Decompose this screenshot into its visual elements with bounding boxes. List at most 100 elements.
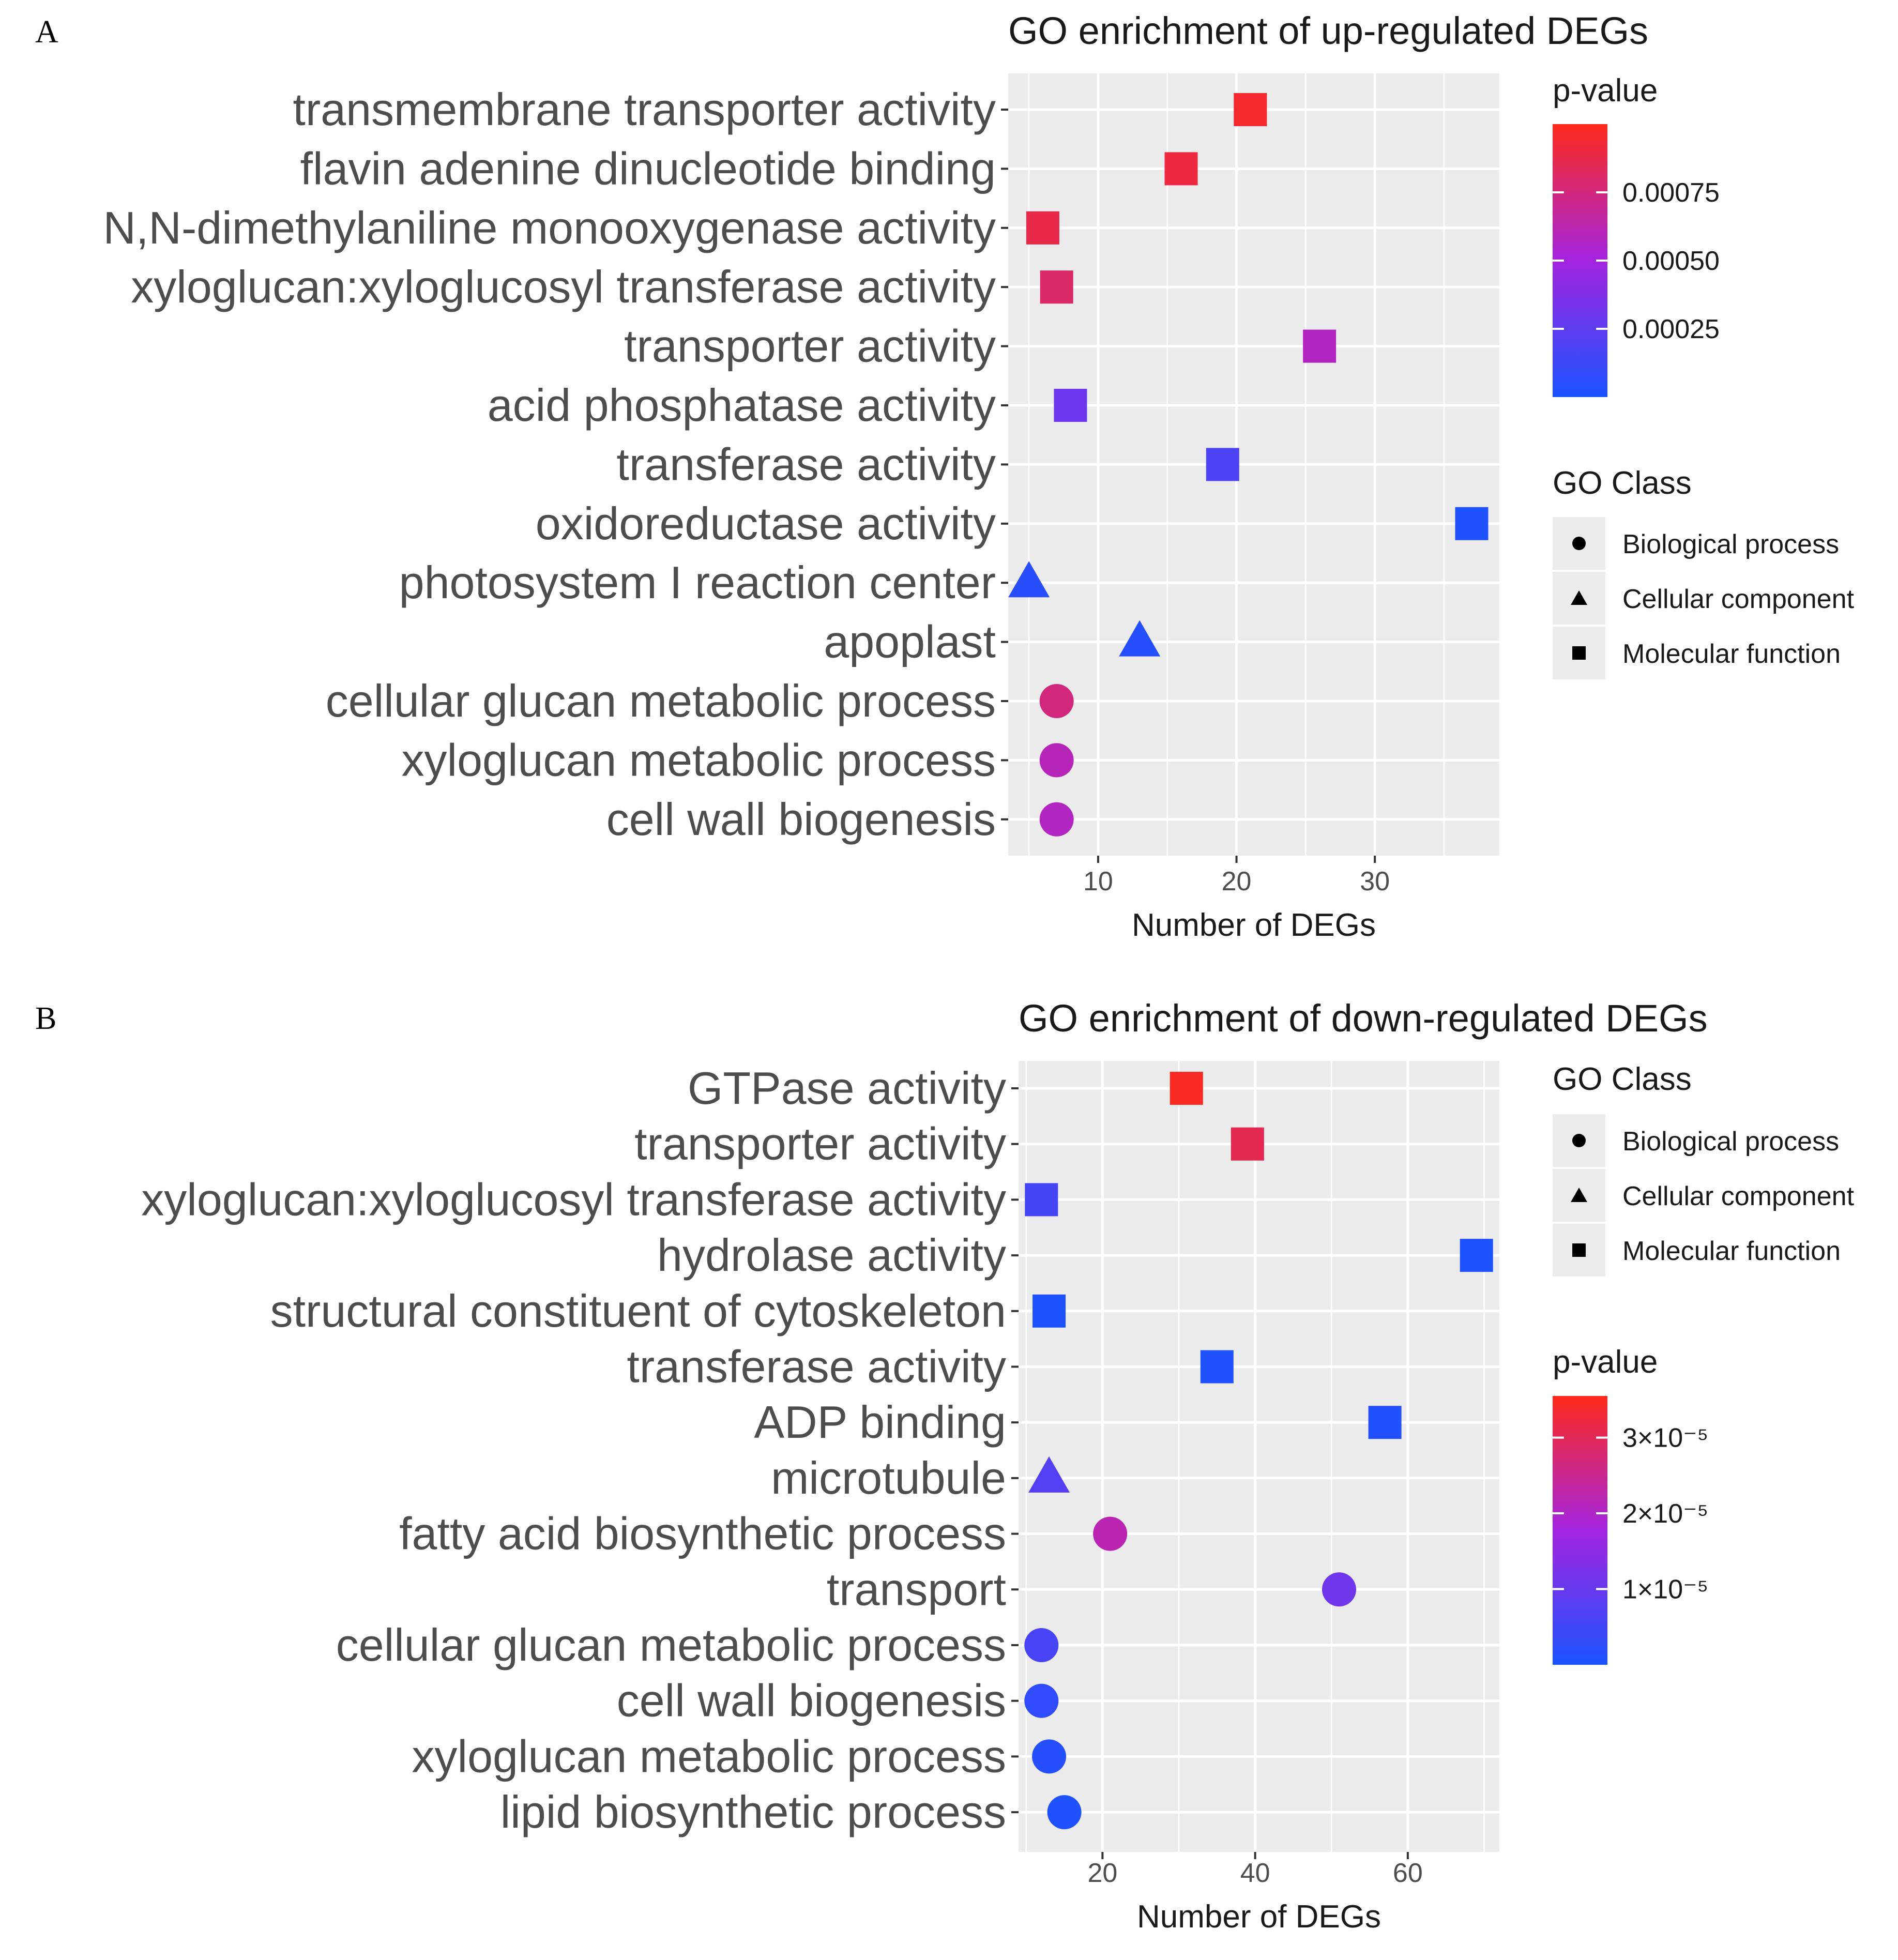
point-transporter-activity — [1303, 329, 1337, 363]
category-label-cellular-glucan-metabolic-process: cellular glucan metabolic process — [326, 675, 996, 726]
category-label-transporter-activity: transporter activity — [624, 321, 996, 372]
point-transmembrane-transporter-activity — [1234, 93, 1267, 126]
biological-process-legend-icon — [1572, 1134, 1586, 1147]
point-cell-wall-biogenesis — [1039, 802, 1074, 837]
category-label-xyloglucan-xyloglucosyl-transferase-activity: xyloglucan:xyloglucosyl transferase acti… — [131, 261, 996, 312]
point-gtpase-activity — [1170, 1072, 1203, 1105]
panel-b-goclass-legend: GO Class Biological process Cellular com… — [1553, 1061, 1855, 1277]
category-label-acid-phosphatase-activity: acid phosphatase activity — [488, 379, 996, 431]
point-n-n-dimethylaniline-monooxygenase-activity — [1026, 211, 1059, 245]
category-label-cellular-glucan-metabolic-process: cellular glucan metabolic process — [336, 1619, 1006, 1670]
x-tick-label-30: 30 — [1360, 867, 1390, 897]
point-fatty-acid-biosynthetic-process — [1093, 1516, 1128, 1551]
point-cellular-glucan-metabolic-process — [1039, 684, 1074, 718]
panel-a-x-axis-title: Number of DEGs — [1132, 907, 1376, 943]
point-xyloglucan-metabolic-process — [1039, 743, 1074, 778]
panel-b-gridlines — [1011, 1061, 1499, 1852]
panel-a-legend-cellular-component: Cellular component — [1622, 584, 1855, 614]
point-cell-wall-biogenesis — [1024, 1683, 1059, 1718]
panel-a-goclass-legend-title: GO Class — [1553, 465, 1692, 501]
panel-a-data-points — [1008, 93, 1489, 837]
panel-b-legend-biological-process: Biological process — [1622, 1127, 1839, 1157]
x-tick-label-20: 20 — [1087, 1858, 1117, 1888]
point-transporter-activity — [1231, 1127, 1264, 1161]
panel-a-pvalue-legend: p-value 0.00075 0.00050 0.00025 — [1553, 73, 1720, 397]
category-label-transport: transport — [827, 1563, 1006, 1615]
point-adp-binding — [1368, 1406, 1402, 1439]
panel-b-pvalue-legend-title: p-value — [1553, 1344, 1658, 1380]
panel-a-pvalue-legend-title: p-value — [1553, 73, 1658, 109]
panel-b-legend-molecular-function: Molecular function — [1622, 1236, 1841, 1266]
molecular-function-legend-icon — [1572, 1243, 1586, 1257]
category-label-lipid-biosynthetic-process: lipid biosynthetic process — [500, 1786, 1006, 1837]
category-label-apoplast: apoplast — [824, 616, 996, 667]
x-tick-label-40: 40 — [1240, 1858, 1270, 1888]
category-label-oxidoreductase-activity: oxidoreductase activity — [536, 498, 996, 549]
panel-b-goclass-legend-title: GO Class — [1553, 1061, 1692, 1097]
colorbar-tick-label: 2×10⁻⁵ — [1622, 1499, 1708, 1529]
panel-a: A GO enrichment of up-regulated DEGs tra… — [35, 9, 1855, 943]
point-oxidoreductase-activity — [1455, 507, 1489, 540]
category-label-flavin-adenine-dinucleotide-binding: flavin adenine dinucleotide binding — [300, 143, 996, 194]
panel-b-data-points — [1024, 1072, 1493, 1830]
category-label-transferase-activity: transferase activity — [627, 1341, 1006, 1392]
panel-a-legend-biological-process: Biological process — [1622, 529, 1839, 559]
panel-a-legend-molecular-function: Molecular function — [1622, 639, 1841, 669]
panel-b-x-axis-title: Number of DEGs — [1137, 1899, 1381, 1935]
panel-a-label: A — [35, 14, 58, 50]
panel-b-legend-cellular-component: Cellular component — [1622, 1181, 1855, 1211]
molecular-function-legend-icon — [1572, 646, 1586, 660]
x-tick-label-10: 10 — [1083, 867, 1113, 897]
panel-b-plot-background — [1019, 1061, 1499, 1852]
point-xyloglucan-metabolic-process — [1032, 1739, 1067, 1774]
category-label-microtubule: microtubule — [771, 1452, 1006, 1503]
category-label-photosystem-i-reaction-center: photosystem I reaction center — [399, 557, 996, 608]
x-tick-label-20: 20 — [1222, 867, 1252, 897]
category-label-xyloglucan-xyloglucosyl-transferase-activity: xyloglucan:xyloglucosyl transferase acti… — [141, 1174, 1006, 1225]
point-apoplast — [1119, 620, 1161, 657]
panel-a-x-tick-labels: 10 20 30 — [1083, 856, 1390, 897]
panel-a-title: GO enrichment of up-regulated DEGs — [1008, 9, 1648, 52]
panel-b-x-tick-labels: 20 40 60 — [1087, 1852, 1423, 1888]
point-structural-constituent-of-cytoskeleton — [1032, 1294, 1066, 1328]
point-transport — [1322, 1572, 1356, 1607]
category-label-transporter-activity: transporter activity — [634, 1118, 1006, 1169]
category-label-fatty-acid-biosynthetic-process: fatty acid biosynthetic process — [399, 1508, 1006, 1559]
point-photosystem-i-reaction-center — [1008, 561, 1050, 598]
panel-a-colorbar-ticks: 0.00075 0.00050 0.00025 — [1553, 178, 1720, 344]
point-xyloglucan-xyloglucosyl-transferase-activity — [1025, 1183, 1058, 1217]
panel-b-title: GO enrichment of down-regulated DEGs — [1019, 997, 1708, 1040]
colorbar-tick-label: 1×10⁻⁵ — [1622, 1575, 1708, 1605]
point-transferase-activity — [1206, 448, 1239, 481]
category-label-hydrolase-activity: hydrolase activity — [657, 1229, 1006, 1281]
category-label-transmembrane-transporter-activity: transmembrane transporter activity — [293, 84, 996, 135]
category-label-gtpase-activity: GTPase activity — [688, 1062, 1006, 1114]
panel-a-gridlines — [1001, 73, 1499, 856]
x-tick-label-60: 60 — [1393, 1858, 1423, 1888]
point-hydrolase-activity — [1460, 1239, 1493, 1272]
point-xyloglucan-xyloglucosyl-transferase-activity — [1040, 270, 1073, 304]
panel-b-pvalue-legend: p-value 3×10⁻⁵ 2×10⁻⁵ 1×10⁻⁵ — [1553, 1344, 1708, 1665]
category-label-cell-wall-biogenesis: cell wall biogenesis — [617, 1675, 1006, 1726]
panel-b: B GO enrichment of down-regulated DEGs G… — [35, 997, 1855, 1935]
category-label-xyloglucan-metabolic-process: xyloglucan metabolic process — [412, 1730, 1006, 1782]
cellular-component-legend-icon — [1571, 590, 1587, 605]
point-cellular-glucan-metabolic-process — [1024, 1628, 1059, 1662]
point-flavin-adenine-dinucleotide-binding — [1164, 152, 1198, 186]
category-label-xyloglucan-metabolic-process: xyloglucan metabolic process — [402, 734, 996, 785]
biological-process-legend-icon — [1572, 537, 1586, 550]
panel-a-category-labels: transmembrane transporter activity flavin… — [103, 84, 996, 845]
category-label-n-n-dimethylaniline-monooxygenase-activity: N,N-dimethylaniline monooxygenase activi… — [103, 202, 996, 253]
colorbar-tick-label: 0.00025 — [1622, 314, 1720, 344]
category-label-cell-wall-biogenesis: cell wall biogenesis — [606, 794, 996, 845]
panel-a-goclass-legend: GO Class Biological process Cellular com… — [1553, 465, 1855, 679]
panel-b-colorbar-ticks: 3×10⁻⁵ 2×10⁻⁵ 1×10⁻⁵ — [1553, 1423, 1708, 1605]
colorbar-tick-label: 3×10⁻⁵ — [1622, 1423, 1708, 1453]
point-acid-phosphatase-activity — [1054, 389, 1087, 422]
panel-b-label: B — [35, 1001, 56, 1036]
point-microtubule — [1028, 1456, 1070, 1493]
colorbar-tick-label: 0.00075 — [1622, 178, 1720, 208]
point-lipid-biosynthetic-process — [1047, 1795, 1082, 1830]
